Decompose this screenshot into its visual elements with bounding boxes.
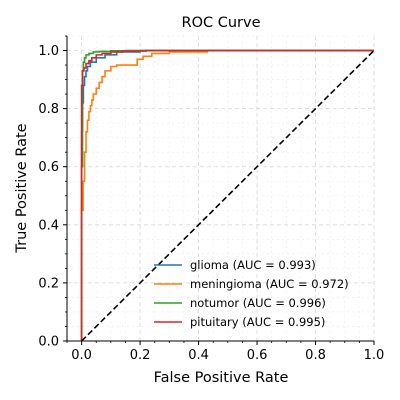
y-tick-label: 0.6 [38, 160, 59, 175]
random-chance-reference-line [81, 49, 375, 342]
legend-label-1: glioma (AUC = 0.993) [190, 258, 316, 272]
x-tick-label: 1.0 [364, 348, 385, 363]
series-line-2 [80, 49, 374, 341]
legend-label-4: pituitary (AUC = 0.995) [190, 315, 325, 329]
y-tick-label: 0.4 [38, 218, 59, 233]
legend-label-3: notumor (AUC = 0.996) [190, 296, 326, 310]
x-tick-label: 0.8 [305, 348, 326, 363]
x-axis-ticks: 0.0 0.2 0.4 0.6 0.8 1.0 [66, 341, 385, 363]
x-tick-label: 0.4 [188, 348, 209, 363]
y-axis-label: True Positive Rate [14, 123, 30, 253]
legend: glioma (AUC = 0.993) meningioma (AUC = 0.… [154, 258, 349, 329]
axes [66, 36, 374, 342]
x-axis-label: False Positive Rate [154, 370, 289, 386]
legend-label-2: meningioma (AUC = 0.972) [190, 277, 349, 291]
y-tick-label: 1.0 [38, 44, 59, 59]
x-tick-label: 0.0 [71, 348, 92, 363]
x-tick-label: 0.6 [247, 348, 268, 363]
series-lines [80, 49, 374, 341]
series-line-4 [80, 49, 374, 341]
x-tick-label: 0.2 [130, 348, 151, 363]
y-tick-label: 0.2 [38, 276, 59, 291]
y-axis-ticks: 0.0 0.2 0.4 0.6 0.8 1.0 [38, 35, 67, 350]
chart-title: ROC Curve [182, 15, 261, 31]
y-tick-label: 0.0 [38, 335, 59, 350]
y-tick-label: 0.8 [38, 102, 59, 117]
